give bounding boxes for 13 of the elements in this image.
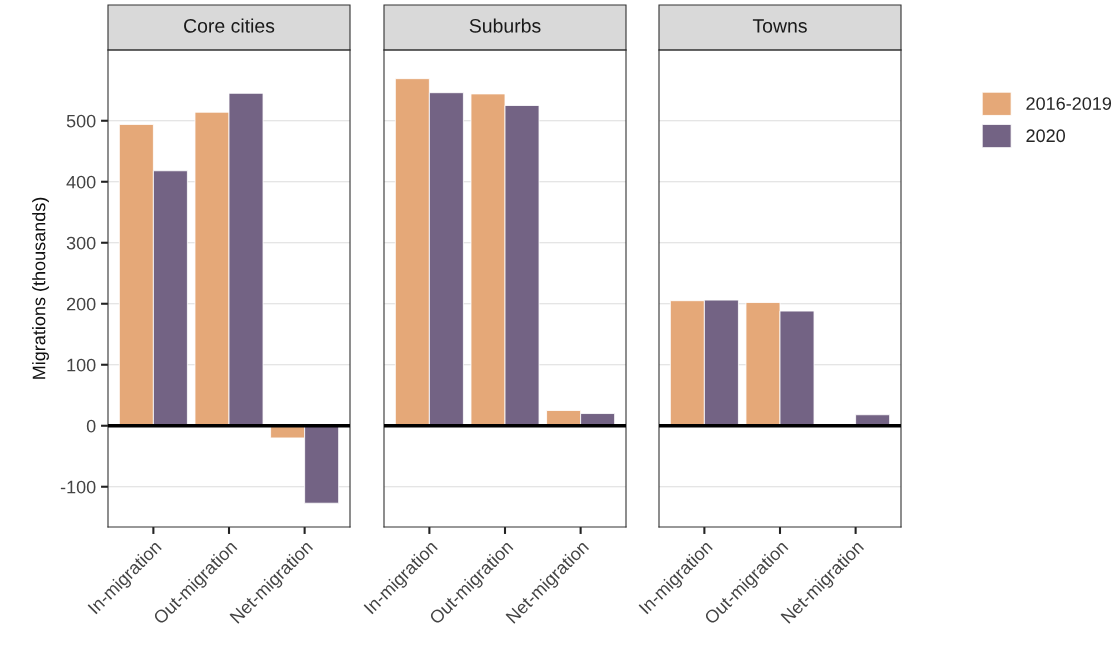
y-tick-label: 0 (86, 419, 96, 433)
y-tick-label: 500 (66, 114, 96, 128)
chart-title: Core cities (184, 18, 275, 33)
chart-title: Towns (752, 19, 807, 33)
y-tick-label: 200 (66, 297, 96, 311)
legend-label: 2016-2019 (1026, 97, 1112, 110)
y-tick-label: 400 (66, 175, 96, 189)
y-axis-title: Migrations (thousands) (32, 197, 49, 379)
chart-title: Suburbs (469, 18, 541, 33)
y-tick-label: 100 (67, 358, 96, 372)
legend-label: 2020 (1026, 129, 1066, 143)
y-tick-label: -100 (60, 480, 96, 494)
y-tick-label: 300 (66, 236, 96, 250)
